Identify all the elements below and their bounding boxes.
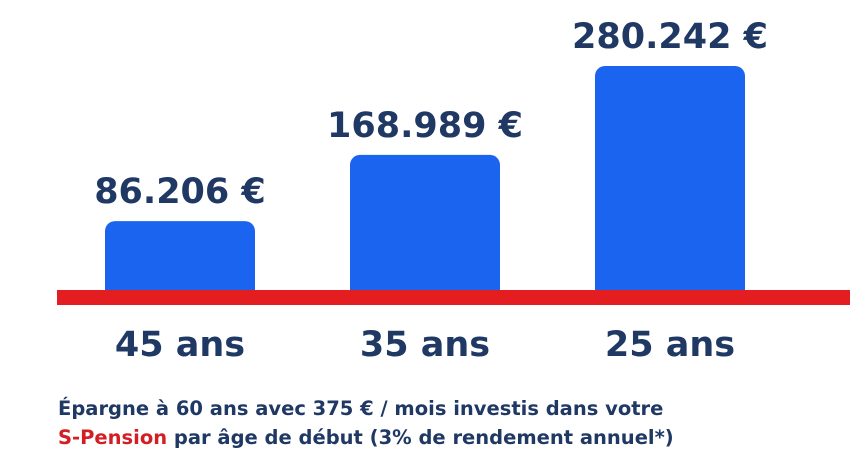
s-pension-highlight: S-Pension <box>58 426 168 449</box>
value-label-2: 168.989 € <box>327 106 523 146</box>
bar-2 <box>350 154 500 302</box>
value-label-3: 280.242 € <box>572 17 768 57</box>
category-label-1: 45 ans <box>115 325 245 365</box>
caption-line-2: S-Pension par âge de début (3% de rendem… <box>58 423 838 452</box>
category-label-2: 35 ans <box>360 325 490 365</box>
bar-1 <box>105 221 255 302</box>
baseline <box>57 290 850 305</box>
value-label-1: 86.206 € <box>94 172 266 212</box>
caption-line-2-rest: par âge de début (3% de rendement annuel… <box>167 426 674 449</box>
caption-line-1: Épargne à 60 ans avec 375 € / mois inves… <box>58 397 664 420</box>
bar-3 <box>595 66 745 302</box>
chart-caption: Épargne à 60 ans avec 375 € / mois inves… <box>58 394 838 452</box>
category-label-3: 25 ans <box>605 325 735 365</box>
